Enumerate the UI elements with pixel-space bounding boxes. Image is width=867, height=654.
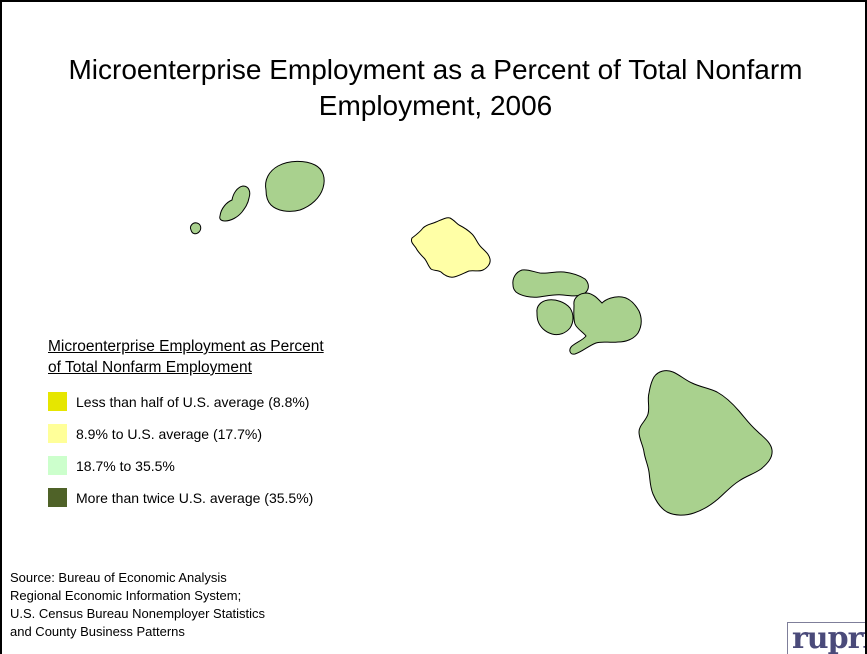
- map-legend: Microenterprise Employment as Percent of…: [48, 336, 428, 519]
- legend-label: 18.7% to 35.5%: [76, 457, 175, 474]
- island-maui: [569, 292, 642, 355]
- legend-label: More than twice U.S. average (35.5%): [76, 489, 314, 506]
- legend-swatch: [48, 488, 67, 507]
- island-niihau: [190, 222, 202, 235]
- source-line-4: and County Business Patterns: [10, 624, 185, 639]
- rupri-logo: rupri: [787, 622, 867, 654]
- legend-label: 8.9% to U.S. average (17.7%): [76, 425, 262, 442]
- legend-title: Microenterprise Employment as Percent of…: [48, 336, 428, 378]
- legend-title-line-1: Microenterprise Employment as Percent: [48, 338, 324, 355]
- island-molokai: [512, 269, 589, 298]
- legend-item: 8.9% to U.S. average (17.7%): [48, 423, 428, 444]
- island-lanai: [536, 299, 574, 336]
- legend-swatch: [48, 424, 67, 443]
- source-line-1: Source: Bureau of Economic Analysis: [10, 570, 227, 585]
- island-kauai: [265, 160, 325, 212]
- island-oahu: [411, 217, 491, 278]
- legend-swatch: [48, 392, 67, 411]
- island-hawaii: [638, 370, 773, 516]
- legend-title-line-2: of Total Nonfarm Employment: [48, 359, 252, 376]
- legend-item: More than twice U.S. average (35.5%): [48, 487, 428, 508]
- title-line-1: Microenterprise Employment as a Percent …: [68, 54, 803, 85]
- legend-label: Less than half of U.S. average (8.8%): [76, 393, 310, 410]
- source-line-2: Regional Economic Information System;: [10, 588, 242, 603]
- legend-swatch: [48, 456, 67, 475]
- source-line-3: U.S. Census Bureau Nonemployer Statistic…: [10, 606, 266, 621]
- legend-item: 18.7% to 35.5%: [48, 455, 428, 476]
- page-title: Microenterprise Employment as a Percent …: [22, 52, 849, 124]
- island-niihau-main: [219, 185, 251, 222]
- logo-text: rupri: [792, 622, 867, 654]
- legend-item: Less than half of U.S. average (8.8%): [48, 391, 428, 412]
- title-line-2: Employment, 2006: [318, 90, 553, 121]
- source-note: Source: Bureau of Economic Analysis Regi…: [10, 569, 265, 641]
